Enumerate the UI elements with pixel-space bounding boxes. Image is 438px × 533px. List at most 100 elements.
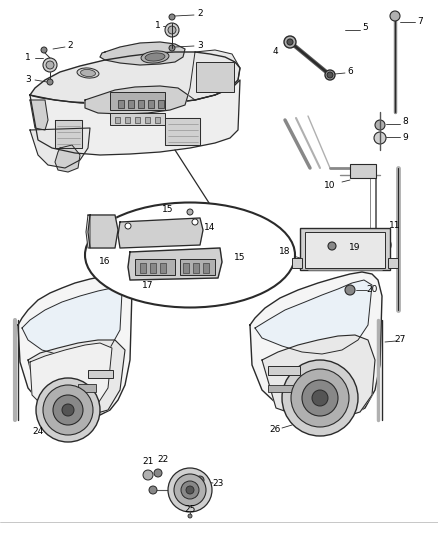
Bar xyxy=(135,259,175,275)
Bar xyxy=(110,92,165,110)
Bar xyxy=(183,263,189,273)
Circle shape xyxy=(187,209,193,215)
Polygon shape xyxy=(85,86,188,114)
Circle shape xyxy=(43,58,57,72)
Ellipse shape xyxy=(145,53,165,61)
Bar xyxy=(115,117,120,123)
Ellipse shape xyxy=(77,68,99,78)
Text: 8: 8 xyxy=(402,117,408,126)
Bar xyxy=(268,366,300,375)
Text: 16: 16 xyxy=(99,257,111,266)
Text: 25: 25 xyxy=(184,505,196,513)
Circle shape xyxy=(174,474,206,506)
Polygon shape xyxy=(55,145,80,172)
Circle shape xyxy=(169,14,175,20)
Circle shape xyxy=(282,360,358,436)
Circle shape xyxy=(43,385,93,435)
Bar xyxy=(88,370,113,378)
Text: 20: 20 xyxy=(366,286,378,295)
Circle shape xyxy=(46,61,54,69)
Text: 4: 4 xyxy=(272,47,278,56)
Text: 5: 5 xyxy=(362,23,368,33)
Text: 3: 3 xyxy=(197,41,203,50)
Polygon shape xyxy=(28,340,125,415)
Bar xyxy=(138,100,144,108)
Polygon shape xyxy=(128,248,222,280)
Circle shape xyxy=(312,390,328,406)
Circle shape xyxy=(165,23,179,37)
Ellipse shape xyxy=(85,203,295,308)
Bar xyxy=(155,117,160,123)
Bar xyxy=(145,117,150,123)
Bar xyxy=(305,232,385,268)
Circle shape xyxy=(192,219,198,225)
Circle shape xyxy=(168,26,176,34)
Bar xyxy=(128,100,134,108)
Circle shape xyxy=(143,470,153,480)
Bar xyxy=(193,263,199,273)
Bar xyxy=(148,100,154,108)
Ellipse shape xyxy=(141,51,169,63)
Bar xyxy=(118,100,124,108)
Bar xyxy=(292,258,302,268)
Bar xyxy=(135,117,140,123)
Polygon shape xyxy=(55,120,82,148)
Circle shape xyxy=(41,47,47,53)
Circle shape xyxy=(149,486,157,494)
Text: 2: 2 xyxy=(67,42,73,51)
Text: 21: 21 xyxy=(142,457,154,466)
Circle shape xyxy=(168,468,212,512)
Circle shape xyxy=(284,36,296,48)
Circle shape xyxy=(62,404,74,416)
Bar xyxy=(140,263,146,273)
Circle shape xyxy=(327,72,333,78)
Circle shape xyxy=(181,481,199,499)
Bar xyxy=(203,263,209,273)
Circle shape xyxy=(374,132,386,144)
Circle shape xyxy=(328,242,336,250)
Polygon shape xyxy=(88,215,118,248)
Text: 22: 22 xyxy=(157,456,169,464)
Circle shape xyxy=(188,514,192,518)
Bar xyxy=(300,228,390,270)
Polygon shape xyxy=(100,42,185,65)
Circle shape xyxy=(53,395,83,425)
Text: 17: 17 xyxy=(142,280,154,289)
Bar xyxy=(350,164,376,178)
Ellipse shape xyxy=(81,69,95,77)
Polygon shape xyxy=(30,100,48,130)
Polygon shape xyxy=(250,272,382,418)
Bar xyxy=(125,117,130,123)
Polygon shape xyxy=(22,288,122,358)
Text: 15: 15 xyxy=(162,206,174,214)
Text: 9: 9 xyxy=(402,133,408,141)
Polygon shape xyxy=(86,215,90,248)
Circle shape xyxy=(291,369,349,427)
Bar xyxy=(180,259,215,275)
Polygon shape xyxy=(118,218,203,248)
Polygon shape xyxy=(18,275,132,416)
Circle shape xyxy=(345,285,355,295)
Circle shape xyxy=(47,79,53,85)
Circle shape xyxy=(186,486,194,494)
Bar xyxy=(150,263,156,273)
Text: 1: 1 xyxy=(25,53,31,62)
Polygon shape xyxy=(30,52,240,104)
Circle shape xyxy=(36,378,100,442)
Polygon shape xyxy=(255,280,372,354)
Bar xyxy=(160,263,166,273)
Circle shape xyxy=(325,70,335,80)
Text: 1: 1 xyxy=(155,21,161,30)
Circle shape xyxy=(125,223,131,229)
Text: 7: 7 xyxy=(417,18,423,27)
Text: 11: 11 xyxy=(389,221,401,230)
Polygon shape xyxy=(188,50,240,100)
Circle shape xyxy=(390,11,400,21)
Bar xyxy=(268,385,296,392)
Polygon shape xyxy=(165,118,200,145)
Text: 26: 26 xyxy=(269,425,281,434)
Circle shape xyxy=(287,39,293,45)
Text: 23: 23 xyxy=(212,479,224,488)
Bar xyxy=(78,384,96,392)
Text: 27: 27 xyxy=(394,335,406,344)
